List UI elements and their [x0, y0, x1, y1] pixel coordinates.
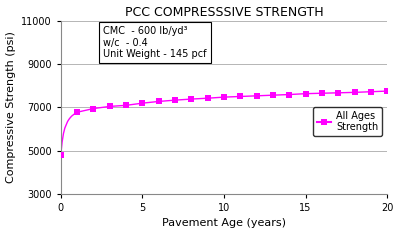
Title: PCC COMPRESSSIVE STRENGTH: PCC COMPRESSSIVE STRENGTH	[125, 6, 323, 18]
X-axis label: Pavement Age (years): Pavement Age (years)	[162, 219, 286, 228]
Legend: All Ages
Strength: All Ages Strength	[313, 107, 382, 136]
Y-axis label: Compressive Strength (psi): Compressive Strength (psi)	[6, 32, 16, 183]
Text: CMC  - 600 lb/yd³
w/c  - 0.4
Unit Weight - 145 pcf: CMC - 600 lb/yd³ w/c - 0.4 Unit Weight -…	[103, 26, 207, 59]
